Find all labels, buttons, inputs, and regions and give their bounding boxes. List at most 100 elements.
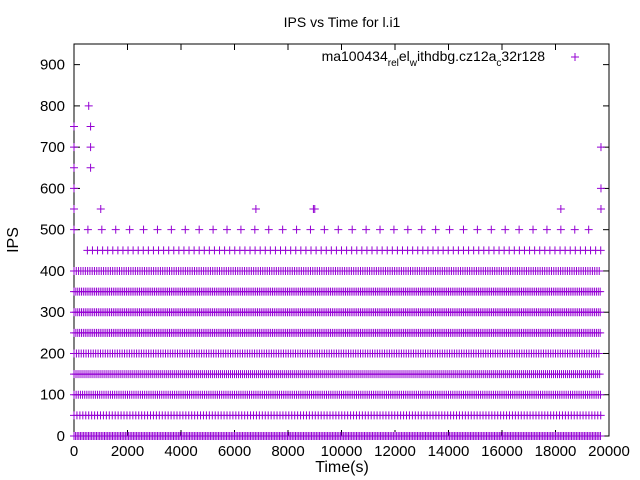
data-point [445,225,454,234]
data-point [596,308,605,317]
data-point [167,225,176,234]
data-point [556,225,565,234]
data-point-outlier [86,163,95,172]
y-tick-label: 500 [40,222,65,239]
data-point [139,225,148,234]
y-tick-label: 400 [40,263,65,280]
data-point [594,349,603,358]
data-point-outlier [251,205,260,214]
data-point [431,225,440,234]
y-tick-label: 700 [40,139,65,156]
x-tick-label: 18000 [535,443,577,460]
data-point [125,225,134,234]
y-tick-labels: 0 100 200 300 400 500 600 700 800 900 [40,57,65,445]
data-point [501,225,510,234]
legend-part-tail: 32r128 [501,48,545,64]
data-point [596,246,605,255]
legend-marker [571,53,579,61]
legend-plus-marker [571,53,579,61]
data-point-outlier [96,205,105,214]
data-point [334,225,343,234]
data-point [70,225,78,234]
data-point [570,225,579,234]
data-point-outlier [84,101,93,110]
data-point-outlier [70,163,78,172]
chart-title: IPS vs Time for l.i1 [284,14,401,30]
data-point [236,225,245,234]
y-tick-label: 0 [57,428,65,445]
data-point [348,225,357,234]
data-point [250,225,259,234]
data-point-outlier [86,122,95,131]
data-point [473,225,482,234]
legend-part-mid: el [399,48,410,64]
data-point [417,225,426,234]
legend-part-sub2: w [409,58,418,69]
x-tick-label: 12000 [374,443,416,460]
data-point [362,225,371,234]
data-point-outlier [596,184,605,193]
x-tick-label: 20000 [588,443,630,460]
data-point-outlier [86,143,95,152]
x-tick-label: 6000 [218,443,251,460]
x-tick-label: 4000 [164,443,197,460]
y-tick-label: 800 [40,98,65,115]
data-point-outlier [596,205,605,214]
legend-part-mid2: ithdbg.cz12a [417,48,497,64]
x-tick-label: 14000 [428,443,470,460]
data-point-outlier [70,143,78,152]
x-tick-label: 8000 [271,443,304,460]
data-point [487,225,496,234]
legend: ma100434relelwithdbg.cz12ac32r128 [322,48,579,69]
data-point [111,225,120,234]
data-point [389,225,398,234]
legend-part-sub3: c [496,58,501,69]
y-tick-label: 300 [40,304,65,321]
y-tick-label: 200 [40,345,65,362]
y-tick-label: 900 [40,57,65,74]
data-point [596,411,605,420]
x-tick-labels: 0 2000 4000 6000 8000 10000 12000 14000 16000 180… [70,443,630,460]
data-point [292,225,301,234]
y-axis-label: IPS [5,227,22,253]
data-point [97,225,106,234]
legend-part-sub1: rel [388,58,399,69]
data-point-outlier [70,205,78,214]
data-point [595,266,604,275]
data-point [153,225,162,234]
data-points [70,101,605,440]
x-tick-label: 10000 [321,443,363,460]
data-point [278,225,287,234]
data-point [181,225,190,234]
data-point-outlier [556,205,565,214]
data-point-outlier [70,122,78,131]
data-point [584,225,593,234]
data-point [515,225,524,234]
data-point [376,225,385,234]
data-point [596,287,605,296]
data-point [596,328,605,337]
data-point [195,225,204,234]
data-point [596,390,605,399]
x-tick-label: 2000 [111,443,144,460]
data-point [529,225,538,234]
y-tick-label: 100 [40,387,65,404]
data-point [83,225,92,234]
data-point [264,225,273,234]
data-point [320,225,329,234]
x-axis-label: Time(s) [315,459,369,476]
x-tick-label: 16000 [481,443,523,460]
legend-part-main: ma100434 [322,48,388,64]
data-point [403,225,412,234]
data-point [459,225,468,234]
x-tick-label: 0 [70,443,78,460]
legend-label: ma100434relelwithdbg.cz12ac32r128 [322,48,546,69]
data-point [306,225,315,234]
data-point [596,432,605,440]
data-point [542,225,551,234]
data-point-outlier [310,205,319,214]
data-point-outlier [596,143,605,152]
data-point-outlier [70,184,78,193]
data-point [595,370,604,379]
